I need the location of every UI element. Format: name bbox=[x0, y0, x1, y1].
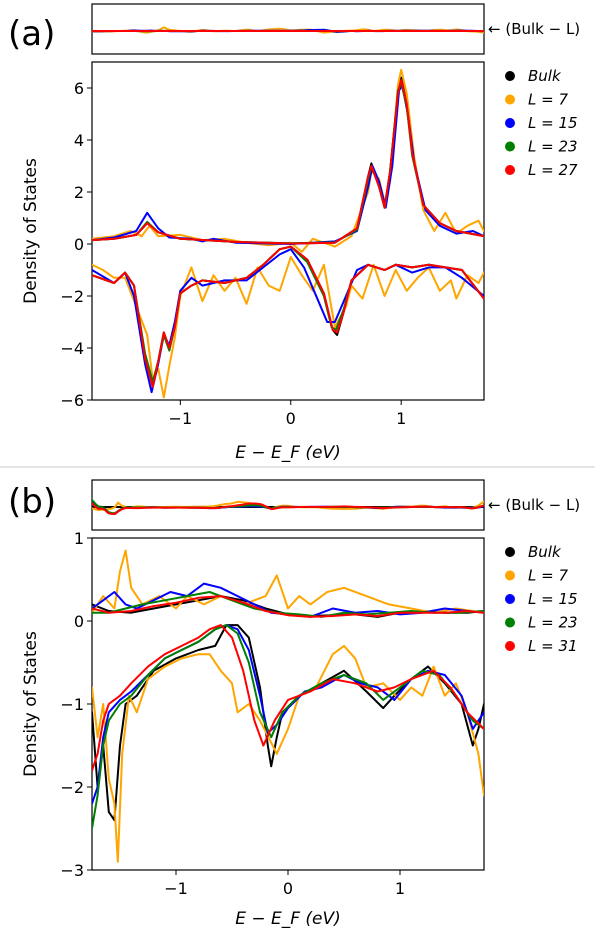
panel-a-ytick-label: 0 bbox=[74, 235, 84, 254]
panel-b-label: (b) bbox=[8, 482, 56, 522]
panel-b-plot bbox=[92, 549, 484, 863]
panel-b-legend-marker bbox=[505, 594, 515, 604]
panel-b-ylabel: Density of States bbox=[21, 631, 41, 777]
panel-a-ylabel: Density of States bbox=[21, 158, 41, 304]
panel-b-series-l-15-down bbox=[92, 624, 484, 805]
panel-b-series-l-31-up bbox=[92, 595, 484, 618]
panel-b-series-l-31-down bbox=[92, 624, 484, 772]
panel-a-xtick-label: 0 bbox=[286, 409, 296, 428]
panel-b-legend-label: L = 23 bbox=[528, 614, 578, 632]
panel-a-diff-plot bbox=[92, 26, 484, 34]
panel-b-legend-marker bbox=[505, 547, 515, 557]
panel-b-diff-plot bbox=[92, 498, 484, 515]
panel-b-legend-marker bbox=[505, 617, 515, 628]
panel-a-legend-marker bbox=[505, 94, 515, 105]
panel-b-series-l-7-up bbox=[92, 549, 484, 614]
panel-a-label: (a) bbox=[8, 14, 55, 54]
panel-a-legend-label: L = 23 bbox=[528, 138, 578, 156]
panel-b-diff-l-31 bbox=[92, 502, 484, 515]
panel-b-xtick-label: 1 bbox=[395, 879, 405, 898]
panel-b-legend-label: L = 7 bbox=[528, 567, 568, 585]
panel-a-yticks: −6 −4 −2 0 2 4 6 bbox=[60, 79, 92, 410]
panel-a-legend-label: L = 15 bbox=[528, 114, 578, 132]
panel-a-legend-label: L = 27 bbox=[528, 161, 578, 179]
panel-b-xlabel: E − E_F (eV) bbox=[235, 909, 341, 929]
panel-b-xticks: −1 0 1 bbox=[164, 870, 405, 898]
panel-a-series-l-15-up bbox=[92, 84, 484, 245]
panel-b-yticks: −3 −2 −1 0 1 bbox=[60, 529, 92, 880]
panel-a-ytick-label: −2 bbox=[60, 287, 84, 306]
panel-b-ytick-label: −3 bbox=[60, 861, 84, 880]
panel-a-ytick-label: −6 bbox=[60, 391, 84, 410]
panel-a-xticks: −1 0 1 bbox=[169, 400, 406, 428]
panel-a-legend-marker bbox=[505, 165, 515, 175]
panel-a: (a) ← (Bulk − L) −6 −4 −2 0 2 4 6 −1 0 1 Density… bbox=[8, 3, 580, 463]
panel-a-legend-label: Bulk bbox=[528, 67, 562, 85]
panel-b-ytick-label: −1 bbox=[60, 695, 84, 714]
panel-b-main-frame bbox=[91, 537, 485, 871]
panel-a-ytick-label: −4 bbox=[60, 339, 84, 358]
panel-b-diff-label: ← (Bulk − L) bbox=[488, 496, 580, 514]
panel-a-legend-marker bbox=[505, 118, 515, 128]
panel-b-series-l-7-down bbox=[92, 644, 484, 863]
panel-a-legend-label: L = 7 bbox=[528, 91, 568, 109]
panel-b-legend-marker bbox=[505, 570, 515, 581]
panel-b-xtick-label: 0 bbox=[283, 879, 293, 898]
panel-a-legend-marker bbox=[505, 71, 515, 81]
panel-b-ytick-label: 1 bbox=[74, 529, 84, 548]
panel-b-legend-label: L = 31 bbox=[528, 637, 578, 655]
panel-a-ytick-label: 4 bbox=[74, 131, 84, 150]
panel-a-plot bbox=[92, 68, 484, 399]
panel-a-legend: Bulk L = 7 L = 15 L = 23 L = 27 bbox=[505, 67, 578, 179]
panel-a-ytick-label: 6 bbox=[74, 79, 84, 98]
panel-a-series-l-27-down bbox=[92, 245, 484, 388]
panel-a-xtick-label: −1 bbox=[169, 409, 193, 428]
panel-a-ytick-label: 2 bbox=[74, 183, 84, 202]
panel-a-diff-frame bbox=[91, 3, 485, 55]
panel-a-main-frame bbox=[91, 61, 485, 401]
panel-b-legend-marker bbox=[505, 641, 515, 651]
panel-b-legend: Bulk L = 7 L = 15 L = 23 L = 31 bbox=[505, 543, 578, 655]
panel-b-legend-label: Bulk bbox=[528, 543, 562, 561]
panel-a-series-l-27-up bbox=[92, 79, 484, 245]
panel-a-xtick-label: 1 bbox=[396, 409, 406, 428]
panel-a-legend-marker bbox=[505, 141, 515, 152]
panel-a-xlabel: E − E_F (eV) bbox=[235, 443, 341, 463]
panel-b-legend-label: L = 15 bbox=[528, 590, 578, 608]
panel-a-diff-label: ← (Bulk − L) bbox=[488, 20, 580, 38]
panel-b-ytick-label: 0 bbox=[74, 612, 84, 631]
panel-b-series-bulk-down bbox=[92, 624, 484, 822]
panel-b-xtick-label: −1 bbox=[164, 879, 188, 898]
panel-b: (b) ← (Bulk − L) −3 −2 −1 0 1 −1 0 1 Density o… bbox=[8, 479, 580, 929]
panel-b-ytick-label: −2 bbox=[60, 778, 84, 797]
